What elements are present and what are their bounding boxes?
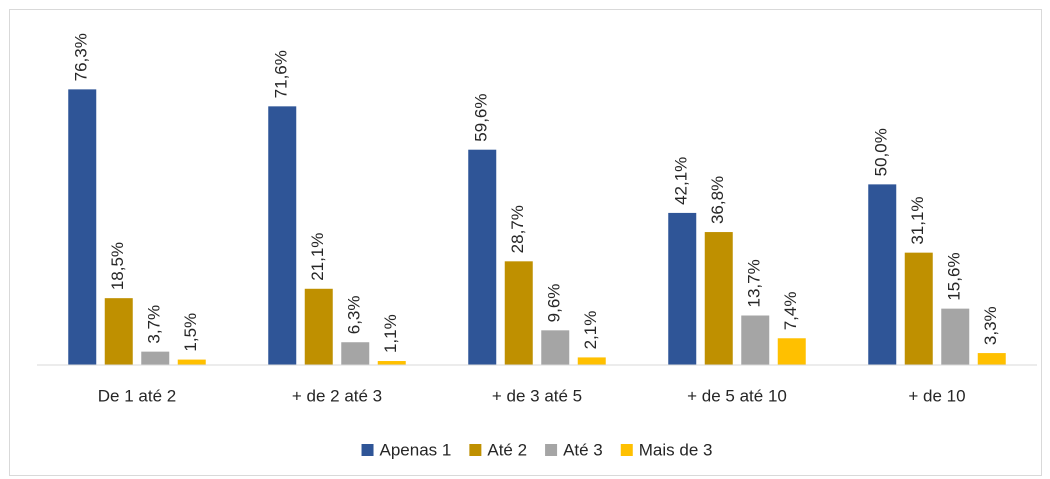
bar [941, 308, 970, 365]
bar [104, 298, 133, 365]
legend-label: Apenas 1 [380, 440, 452, 459]
bar [977, 353, 1006, 365]
legend-label: Mais de 3 [639, 440, 713, 459]
data-label: 6,3% [345, 295, 364, 334]
data-label: 1,1% [381, 314, 400, 353]
legend-swatch [620, 444, 633, 456]
data-label: 36,8% [708, 176, 727, 224]
data-label: 59,6% [472, 93, 491, 141]
bar [668, 212, 697, 365]
bar [868, 184, 897, 365]
bar [304, 288, 333, 365]
bar [377, 361, 406, 365]
data-label: 13,7% [745, 259, 764, 307]
data-label: 21,1% [308, 233, 327, 281]
data-label: 76,3% [72, 33, 91, 81]
bar [341, 342, 370, 365]
x-tick-label: + de 3 até 5 [492, 386, 582, 405]
data-label: 3,7% [145, 305, 164, 344]
bar [141, 351, 170, 365]
bar [268, 106, 297, 365]
bar [577, 357, 606, 365]
bar [904, 252, 933, 365]
data-label: 9,6% [545, 284, 564, 323]
x-tick-label: + de 5 até 10 [687, 386, 787, 405]
data-label: 42,1% [672, 157, 691, 205]
x-tick-label: De 1 até 2 [98, 386, 176, 405]
legend-swatch [361, 444, 374, 456]
data-label: 15,6% [945, 252, 964, 300]
bar [704, 232, 733, 365]
data-label: 18,5% [108, 242, 127, 290]
bar [741, 315, 770, 365]
legend-swatch [469, 444, 482, 456]
data-label: 28,7% [508, 205, 527, 253]
bar [68, 89, 97, 366]
chart-frame [9, 9, 1042, 476]
data-label: 50,0% [872, 128, 891, 176]
legend-swatch [545, 444, 558, 456]
bar [541, 330, 570, 365]
bar [177, 359, 206, 365]
data-label: 1,5% [181, 313, 200, 352]
bar [504, 261, 533, 365]
x-tick-label: + de 10 [908, 386, 965, 405]
legend-label: Até 3 [563, 440, 603, 459]
legend-label: Até 2 [487, 440, 527, 459]
data-label: 71,6% [272, 50, 291, 98]
bar [468, 149, 497, 365]
data-label: 2,1% [581, 311, 600, 350]
data-label: 7,4% [781, 292, 800, 331]
x-tick-label: + de 2 até 3 [292, 386, 382, 405]
data-label: 3,3% [981, 306, 1000, 345]
bar [777, 338, 806, 365]
data-label: 31,1% [908, 196, 927, 244]
